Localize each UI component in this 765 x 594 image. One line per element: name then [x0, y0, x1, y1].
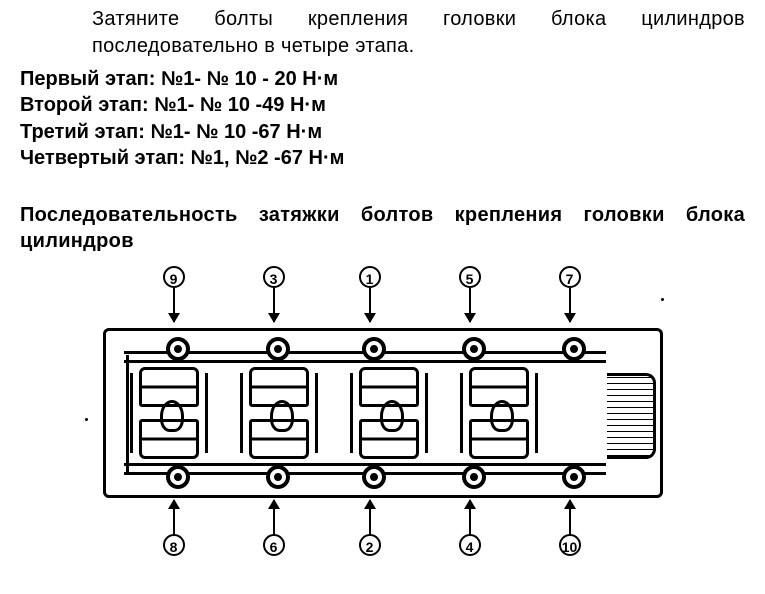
stage-line-1: Первый этап: №1- № 10 - 20 Н·м [20, 66, 745, 92]
cam-lobe [270, 400, 294, 432]
cam-bay [350, 373, 428, 453]
cam-bay [240, 373, 318, 453]
callout-circle: 7 [559, 266, 581, 288]
callout-circle: 1 [359, 266, 381, 288]
camshaft-area [130, 373, 600, 453]
head-bolt [166, 337, 190, 361]
timing-pulley [607, 373, 656, 459]
stage-line-3: Третий этап: №1- № 10 -67 Н·м [20, 119, 745, 145]
cylinder-head-outline [103, 328, 663, 498]
arrow-down-icon [273, 288, 275, 322]
arrow-up-icon [469, 500, 471, 534]
head-bolt [266, 465, 290, 489]
arrow-up-icon [173, 500, 175, 534]
stage-line-2: Второй этап: №1- № 10 -49 Н·м [20, 92, 745, 118]
callout-circle: 9 [163, 266, 185, 288]
callout-circle: 4 [459, 534, 481, 556]
head-bolt [166, 465, 190, 489]
stage-line-4: Четвертый этап: №1, №2 -67 Н·м [20, 145, 745, 171]
arrow-up-icon [369, 500, 371, 534]
stage-2-value: №1- № 10 -49 Н·м [154, 94, 326, 116]
head-bolt [462, 465, 486, 489]
head-bolt [266, 337, 290, 361]
page: Затяните болты крепления головки блока ц… [0, 0, 765, 594]
stage-1-value: №1- № 10 - 20 Н·м [161, 68, 338, 90]
callout-circle: 10 [559, 534, 581, 556]
cam-bay [460, 373, 538, 453]
head-bolt [462, 337, 486, 361]
stage-3-value: №1- № 10 -67 Н·м [150, 121, 322, 143]
stage-4-label: Четвертый этап: [20, 147, 185, 169]
sequence-title: Последовательность затяжки болтов крепле… [20, 202, 745, 254]
torque-sequence-diagram: 9 3 1 5 7 [73, 258, 693, 558]
callout-circle: 6 [263, 534, 285, 556]
callout-circle: 8 [163, 534, 185, 556]
head-bolt [362, 465, 386, 489]
stage-1-label: Первый этап: [20, 68, 155, 90]
cam-lobe [160, 400, 184, 432]
intro-text: Затяните болты крепления головки блока ц… [20, 6, 745, 60]
cam-lobe [490, 400, 514, 432]
arrow-down-icon [469, 288, 471, 322]
cam-bay [130, 373, 208, 453]
stage-3-label: Третий этап: [20, 121, 145, 143]
stage-4-value: №1, №2 -67 Н·м [191, 147, 345, 169]
head-bolt [562, 465, 586, 489]
stage-2-label: Второй этап: [20, 94, 149, 116]
arrow-up-icon [569, 500, 571, 534]
arrow-up-icon [273, 500, 275, 534]
callout-circle: 3 [263, 266, 285, 288]
head-bolt [362, 337, 386, 361]
callout-circle: 5 [459, 266, 481, 288]
arrow-down-icon [173, 288, 175, 322]
head-bolt [562, 337, 586, 361]
arrow-down-icon [369, 288, 371, 322]
cam-lobe [380, 400, 404, 432]
callout-circle: 2 [359, 534, 381, 556]
scan-artifact-dot [661, 298, 664, 301]
scan-artifact-dot [85, 418, 88, 421]
arrow-down-icon [569, 288, 571, 322]
